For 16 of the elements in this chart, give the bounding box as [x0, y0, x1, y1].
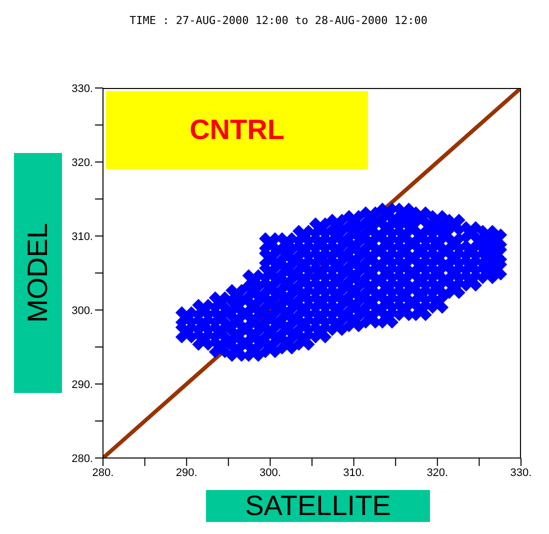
y-tick-label: 320. — [72, 156, 93, 169]
label-box: CNTRL — [106, 91, 368, 169]
x-tick-label: 320. — [426, 466, 448, 479]
x-tick-label: 290. — [176, 466, 198, 479]
y-tick-label: 310. — [72, 230, 93, 243]
y-tick-label: 330. — [72, 82, 93, 95]
x-tick-label: 330. — [510, 466, 532, 479]
chart-title: TIME : 27-AUG-2000 12:00 to 28-AUG-2000 12:00 — [128, 14, 428, 27]
x-tick-label: 280. — [92, 466, 114, 479]
y-tick-label: 290. — [72, 378, 93, 391]
x-tick-label: 310. — [343, 466, 365, 479]
x-tick-label: 300. — [259, 466, 281, 479]
x-axis-title: SATELLITE — [206, 490, 430, 522]
y-tick-label: 280. — [72, 452, 93, 465]
y-tick-label: 300. — [72, 304, 93, 317]
y-axis-title: MODEL — [22, 223, 54, 323]
